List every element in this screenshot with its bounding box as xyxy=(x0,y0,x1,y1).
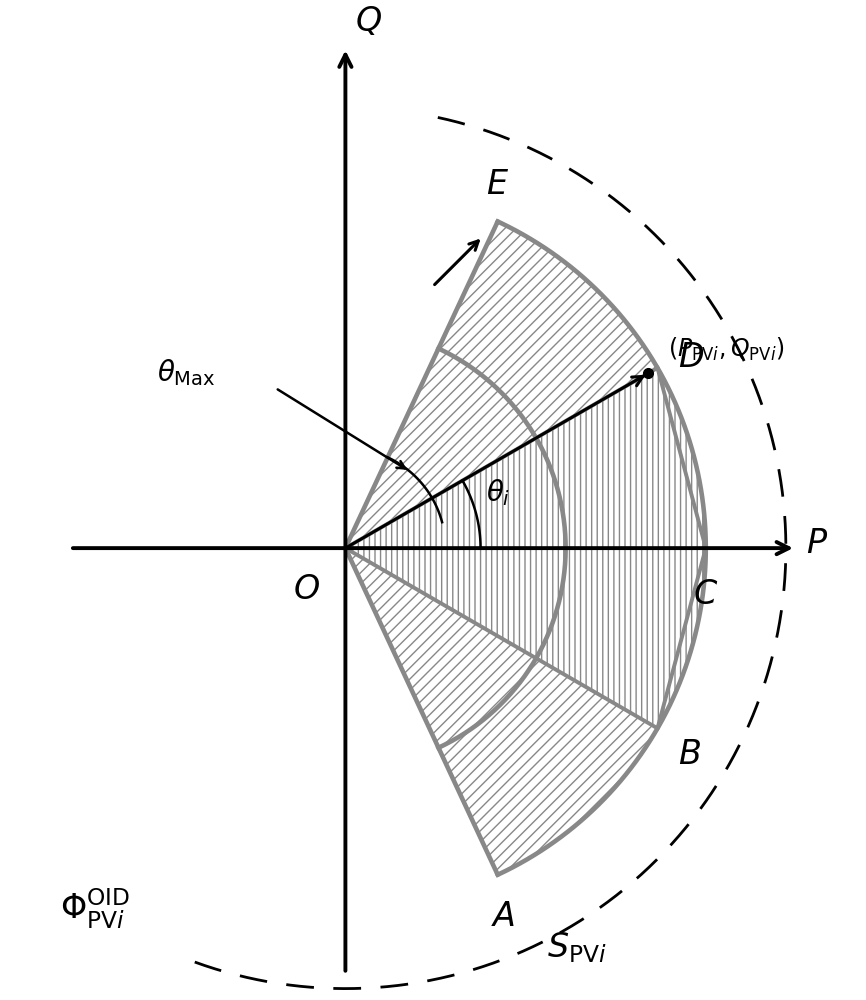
Polygon shape xyxy=(346,349,536,548)
Text: $Q$: $Q$ xyxy=(355,5,383,38)
Text: $A$: $A$ xyxy=(490,900,515,933)
Text: $\theta_i$: $\theta_i$ xyxy=(486,478,510,508)
Text: $\Phi^{\rm OID}_{\rm PV\mathit{i}}$: $\Phi^{\rm OID}_{\rm PV\mathit{i}}$ xyxy=(60,886,131,931)
Polygon shape xyxy=(438,221,657,438)
Text: $\theta_{\rm Max}$: $\theta_{\rm Max}$ xyxy=(157,358,216,388)
Text: $O$: $O$ xyxy=(294,573,320,606)
Text: $B$: $B$ xyxy=(677,738,701,771)
Polygon shape xyxy=(438,658,657,875)
Text: $C$: $C$ xyxy=(693,578,719,611)
Polygon shape xyxy=(346,438,565,658)
Polygon shape xyxy=(536,368,706,728)
Text: $E$: $E$ xyxy=(486,168,509,201)
Text: $S_{\rm PV\mathit{i}}$: $S_{\rm PV\mathit{i}}$ xyxy=(546,930,606,965)
Text: $P$: $P$ xyxy=(806,527,828,560)
Polygon shape xyxy=(346,548,536,748)
Text: $(P_{\rm PV\mathit{i}},Q_{\rm PV\mathit{i}})$: $(P_{\rm PV\mathit{i}},Q_{\rm PV\mathit{… xyxy=(669,336,785,363)
Text: $D$: $D$ xyxy=(677,341,704,374)
